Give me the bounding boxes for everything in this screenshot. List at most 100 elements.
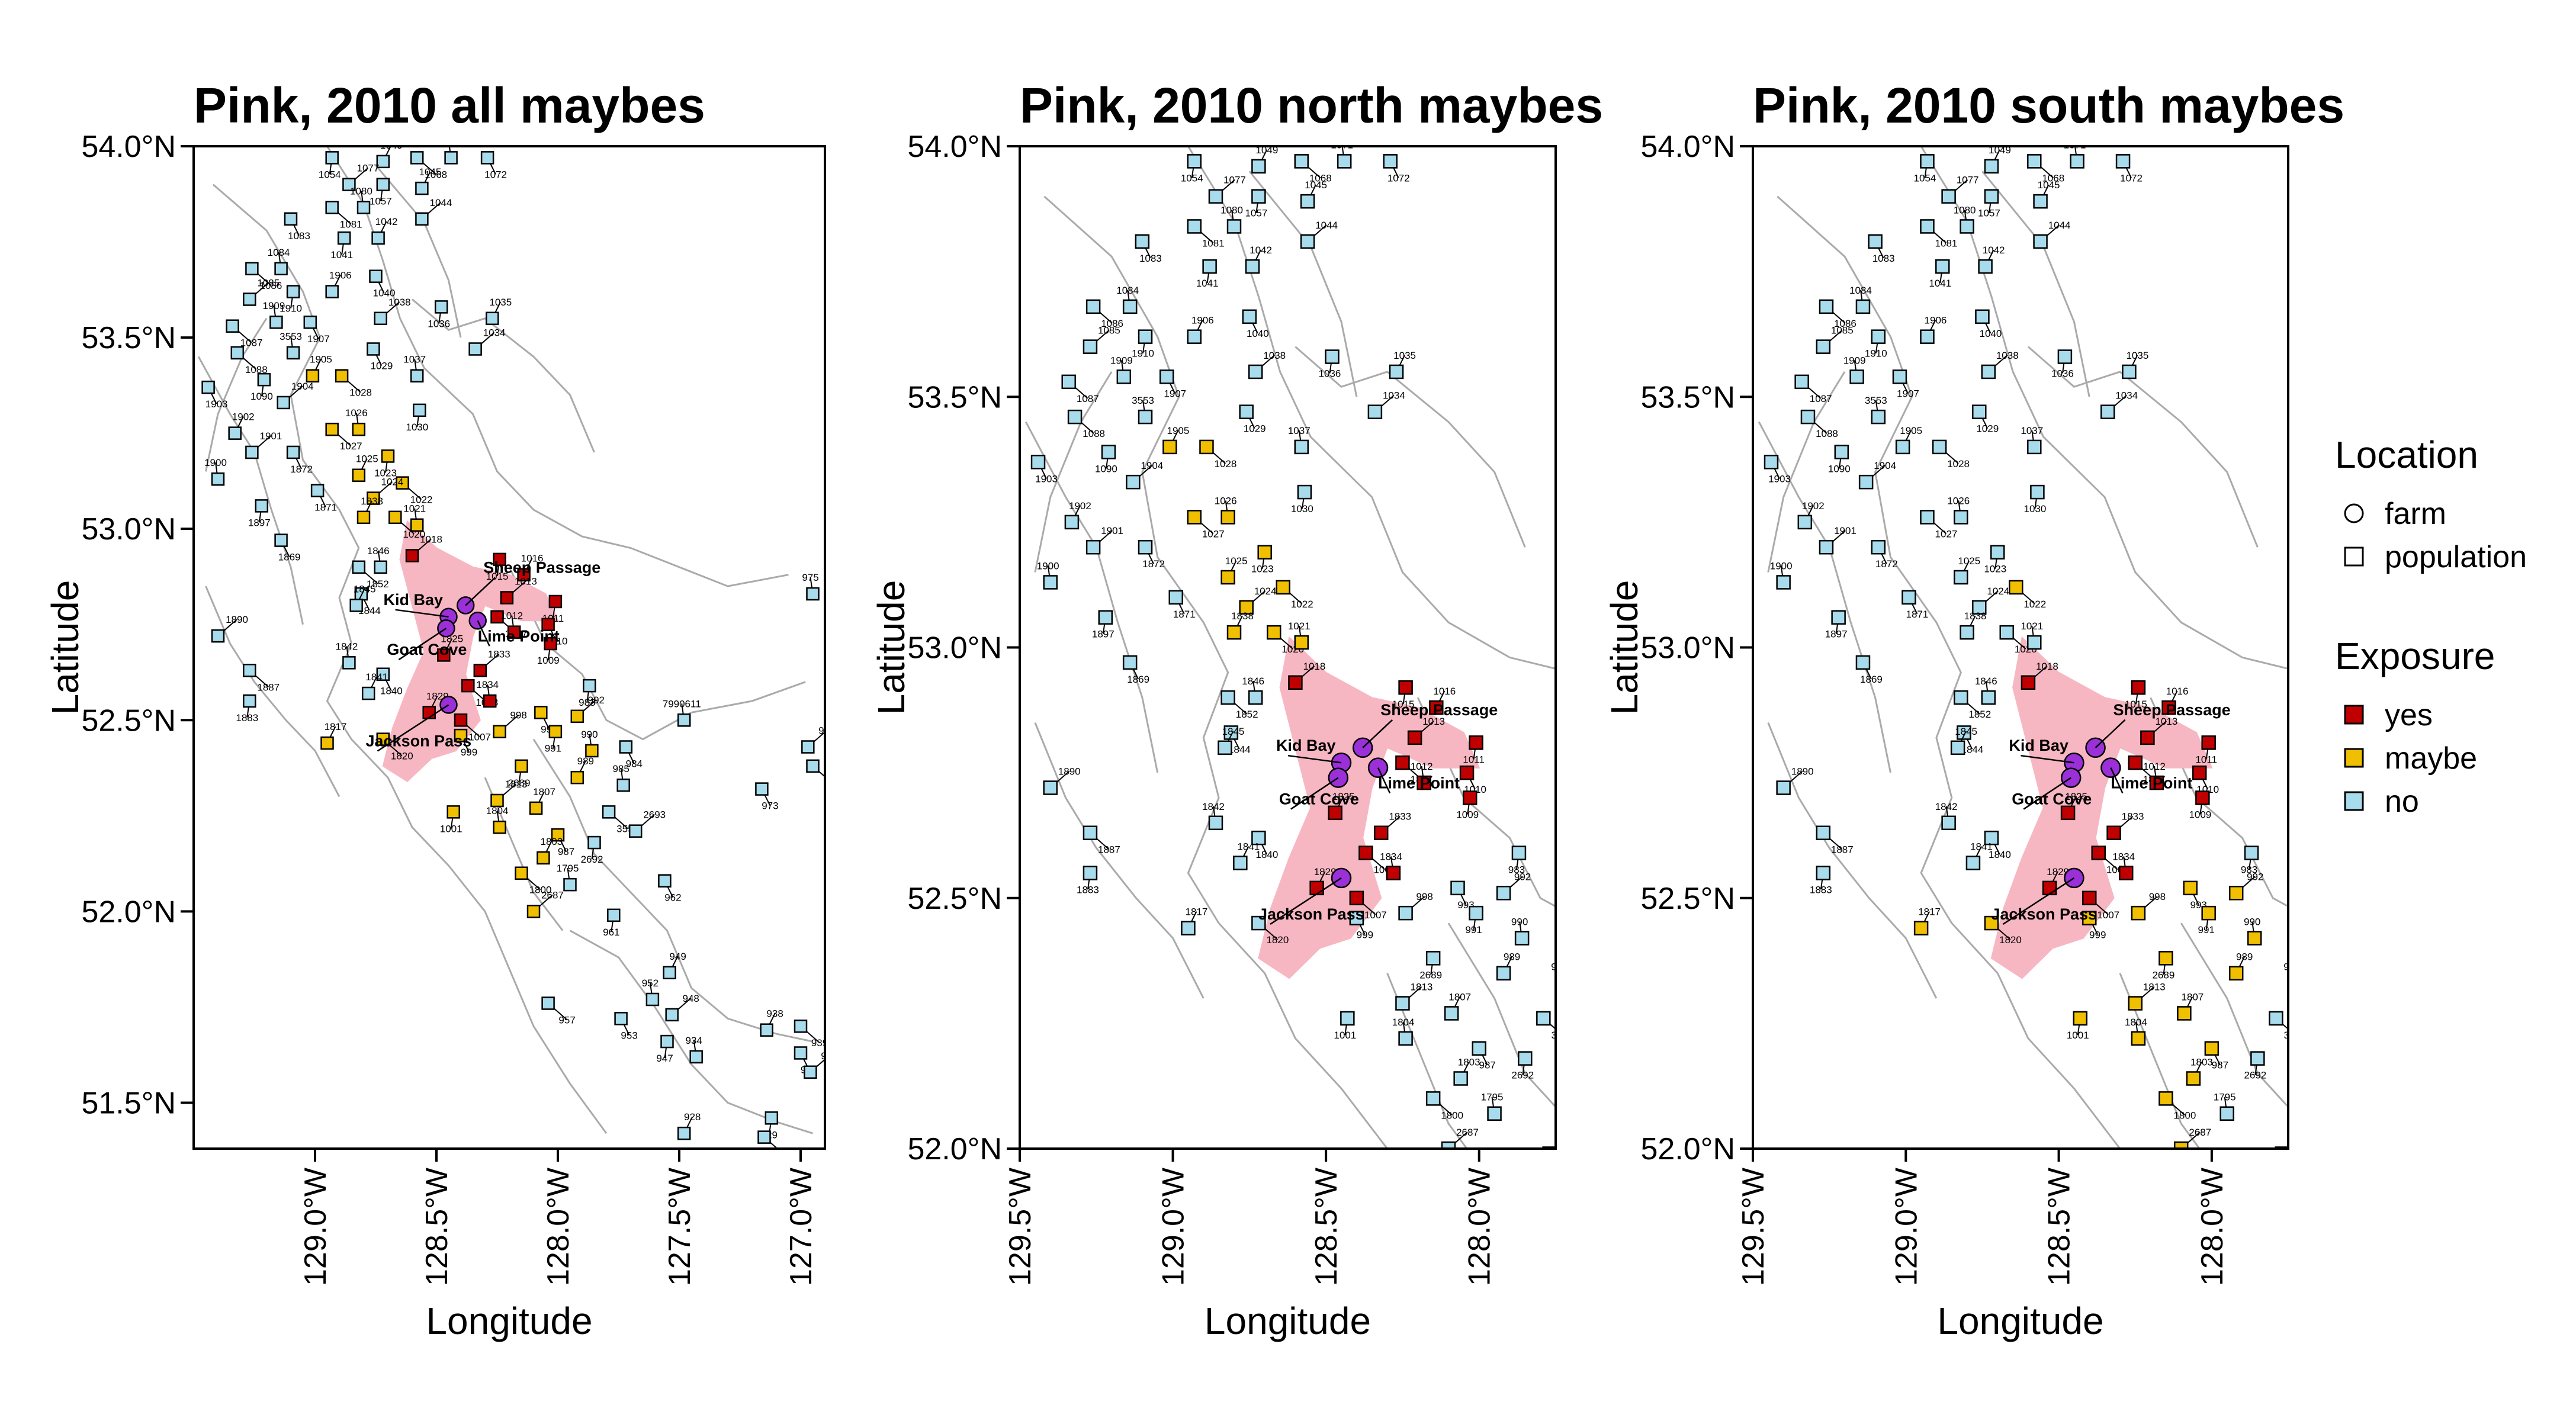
population-marker <box>1300 234 1315 249</box>
population-leader <box>1785 1299 1804 1316</box>
y-tick-label: 53.5°N <box>81 321 176 355</box>
farm-leader <box>465 577 496 606</box>
population-label: 1045 <box>2038 179 2060 191</box>
population-marker <box>2177 1006 2192 1021</box>
population-marker <box>1373 825 1389 840</box>
population-marker <box>230 346 245 360</box>
population-marker <box>1239 600 1254 615</box>
population-label: 2693 <box>643 809 666 821</box>
population-marker <box>1855 655 1871 670</box>
population-label: 1080 <box>1220 204 1243 216</box>
farm-leader <box>2002 877 2075 925</box>
population-marker <box>1849 369 1864 384</box>
population-label: 1800 <box>2173 1110 2196 1121</box>
population-label: 934 <box>686 1035 702 1046</box>
farm-label: Sheep Passage <box>483 558 600 576</box>
population-label: 968 <box>818 725 835 737</box>
population-marker <box>374 560 387 574</box>
population-label: 1001 <box>2067 1030 2089 1041</box>
population-label: 1018 <box>420 533 442 545</box>
population-label: 990 <box>1511 916 1528 927</box>
population-label: 961 <box>603 927 619 938</box>
population-label: 939 <box>2528 1310 2545 1322</box>
population-label: 1803 <box>1458 1056 1480 1068</box>
population-marker <box>367 491 380 505</box>
population-marker <box>356 510 371 525</box>
population-label: 984 <box>1565 944 1581 956</box>
population-label: 987 <box>2212 1060 2228 1071</box>
population-marker <box>468 342 482 356</box>
population-leader <box>1636 882 1639 898</box>
y-tick-label: 53.5°N <box>907 380 1002 414</box>
population-label: 1077 <box>1223 175 1246 186</box>
population-label: 1846 <box>1242 676 1264 687</box>
population-marker <box>1083 339 1098 354</box>
farm-label: Goat Cove <box>387 641 467 658</box>
population-label: 1813 <box>505 779 528 790</box>
population-marker <box>374 311 387 326</box>
x-tick-label: 128.5°W <box>420 1168 454 1286</box>
population-marker <box>1972 600 1987 615</box>
population-label: 1813 <box>1411 982 1433 993</box>
population-label: 1071 <box>1331 139 1353 150</box>
population-label: 949 <box>1620 1207 1636 1218</box>
population-marker <box>1496 886 1511 901</box>
population-label: 1817 <box>325 721 347 732</box>
population-label: 953 <box>1559 1300 1575 1311</box>
population-marker <box>335 369 349 382</box>
population-label: 1842 <box>335 641 358 652</box>
panel-title: Pink, 2010 all maybes <box>194 78 705 133</box>
legend-exposure-item: maybe <box>2385 741 2477 776</box>
population-marker <box>548 725 563 738</box>
population-label: 948 <box>2366 1262 2382 1274</box>
population-label: 1090 <box>1828 463 1851 474</box>
population-marker <box>760 1023 773 1037</box>
population-marker <box>2140 730 2155 745</box>
population-label: 1037 <box>2021 425 2043 436</box>
population-marker <box>2269 1011 2283 1026</box>
population-label: 1085 <box>257 277 280 288</box>
population-leader <box>2346 1108 2355 1125</box>
population-marker <box>2204 1041 2220 1056</box>
farm-label: Lime Point <box>478 627 560 645</box>
population-marker <box>1386 866 1401 880</box>
population-marker <box>2285 1282 2298 1295</box>
population-label: 1900 <box>204 457 227 468</box>
panel-title: Pink, 2010 south maybes <box>1753 78 2344 133</box>
population-label: 3553 <box>280 331 302 342</box>
population-marker <box>1788 927 1801 940</box>
coastline <box>1187 146 1556 670</box>
population-marker <box>1871 539 1886 555</box>
population-marker <box>541 996 555 1010</box>
population-marker <box>1337 154 1352 169</box>
legend-exposure-swatch <box>2344 791 2364 811</box>
population-label: 1037 <box>1288 425 1311 436</box>
population-label: 1820 <box>1999 934 2022 946</box>
farm-leader <box>1290 777 1339 810</box>
population-marker <box>1425 951 1441 966</box>
population-marker <box>356 201 371 214</box>
population-marker <box>2091 845 2106 860</box>
population-marker <box>1251 189 1266 204</box>
map-panel-2: 1054 1049 1068 1071 1072 1077 1057 1045 1081 1080… <box>870 78 1804 1342</box>
population-marker <box>1800 409 1816 425</box>
population-marker <box>1181 921 1196 935</box>
population-label: 1057 <box>1245 208 1267 219</box>
population-label: 973 <box>1736 999 1753 1011</box>
population-label: 1852 <box>1236 709 1258 720</box>
population-label: 1007 <box>468 731 491 742</box>
population-marker <box>257 372 271 387</box>
population-marker <box>658 874 672 888</box>
population-label: 1044 <box>1315 220 1338 231</box>
population-label: 1842 <box>1202 801 1225 812</box>
population-label: 1087 <box>1810 393 1832 404</box>
population-marker <box>1776 780 1791 795</box>
population-marker <box>1617 1278 1630 1291</box>
population-label: 962 <box>2346 1120 2363 1131</box>
population-label: 1905 <box>1900 425 1922 436</box>
population-marker <box>660 1034 674 1049</box>
population-marker <box>2511 1293 2524 1306</box>
population-marker <box>1101 445 1116 459</box>
population-label: 971 <box>2543 969 2560 980</box>
population-label: 989 <box>577 755 594 767</box>
